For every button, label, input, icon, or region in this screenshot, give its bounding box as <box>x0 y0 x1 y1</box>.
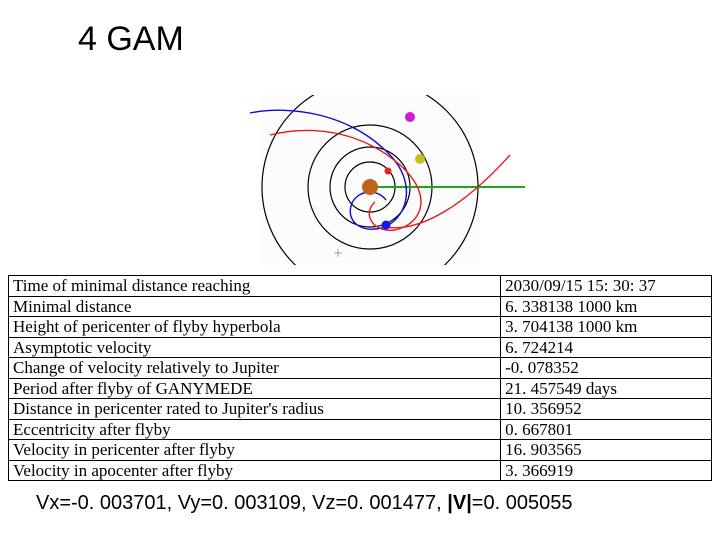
table-row: Velocity in pericenter after flyby16. 90… <box>9 440 712 461</box>
row-value: 6. 724214 <box>501 337 712 358</box>
row-label: Eccentricity after flyby <box>9 419 501 440</box>
vz-text: Vz=0. 001477, <box>312 492 447 514</box>
row-label: Time of minimal distance reaching <box>9 276 501 297</box>
vmag-label: |V| <box>447 492 472 514</box>
row-value: 3. 366919 <box>501 460 712 481</box>
table-row: Asymptotic velocity6. 724214 <box>9 337 712 358</box>
row-label: Velocity in apocenter after flyby <box>9 460 501 481</box>
flyby-data-table: Time of minimal distance reaching2030/09… <box>8 275 712 481</box>
table-row: Minimal distance6. 338138 1000 km <box>9 296 712 317</box>
table-row: Change of velocity relatively to Jupiter… <box>9 358 712 379</box>
row-value: 6. 338138 1000 km <box>501 296 712 317</box>
row-value: 16. 903565 <box>501 440 712 461</box>
row-label: Distance in pericenter rated to Jupiter'… <box>9 399 501 420</box>
row-label: Asymptotic velocity <box>9 337 501 358</box>
row-value: 0. 667801 <box>501 419 712 440</box>
row-label: Velocity in pericenter after flyby <box>9 440 501 461</box>
row-label: Height of pericenter of flyby hyperbola <box>9 317 501 338</box>
row-label: Change of velocity relatively to Jupiter <box>9 358 501 379</box>
table-row: Time of minimal distance reaching2030/09… <box>9 276 712 297</box>
row-value: 3. 704138 1000 km <box>501 317 712 338</box>
vmag-value: =0. 005055 <box>472 492 573 514</box>
vy-text: Vy=0. 003109, <box>178 492 312 514</box>
row-label: Period after flyby of GANYMEDE <box>9 378 501 399</box>
row-label: Minimal distance <box>9 296 501 317</box>
page-title: 4 GAM <box>78 20 184 59</box>
table-row: Velocity in apocenter after flyby3. 3669… <box>9 460 712 481</box>
row-value: -0. 078352 <box>501 358 712 379</box>
row-value: 21. 457549 days <box>501 378 712 399</box>
table-row: Eccentricity after flyby0. 667801 <box>9 419 712 440</box>
table-row: Height of pericenter of flyby hyperbola3… <box>9 317 712 338</box>
orbit-diagram <box>210 95 530 265</box>
row-value: 2030/09/15 15: 30: 37 <box>501 276 712 297</box>
table-row: Distance in pericenter rated to Jupiter'… <box>9 399 712 420</box>
table-row: Period after flyby of GANYMEDE21. 457549… <box>9 378 712 399</box>
row-value: 10. 356952 <box>501 399 712 420</box>
velocity-vector-line: Vx=-0. 003701, Vy=0. 003109, Vz=0. 00147… <box>36 492 572 515</box>
vx-text: Vx=-0. 003701, <box>36 492 178 514</box>
